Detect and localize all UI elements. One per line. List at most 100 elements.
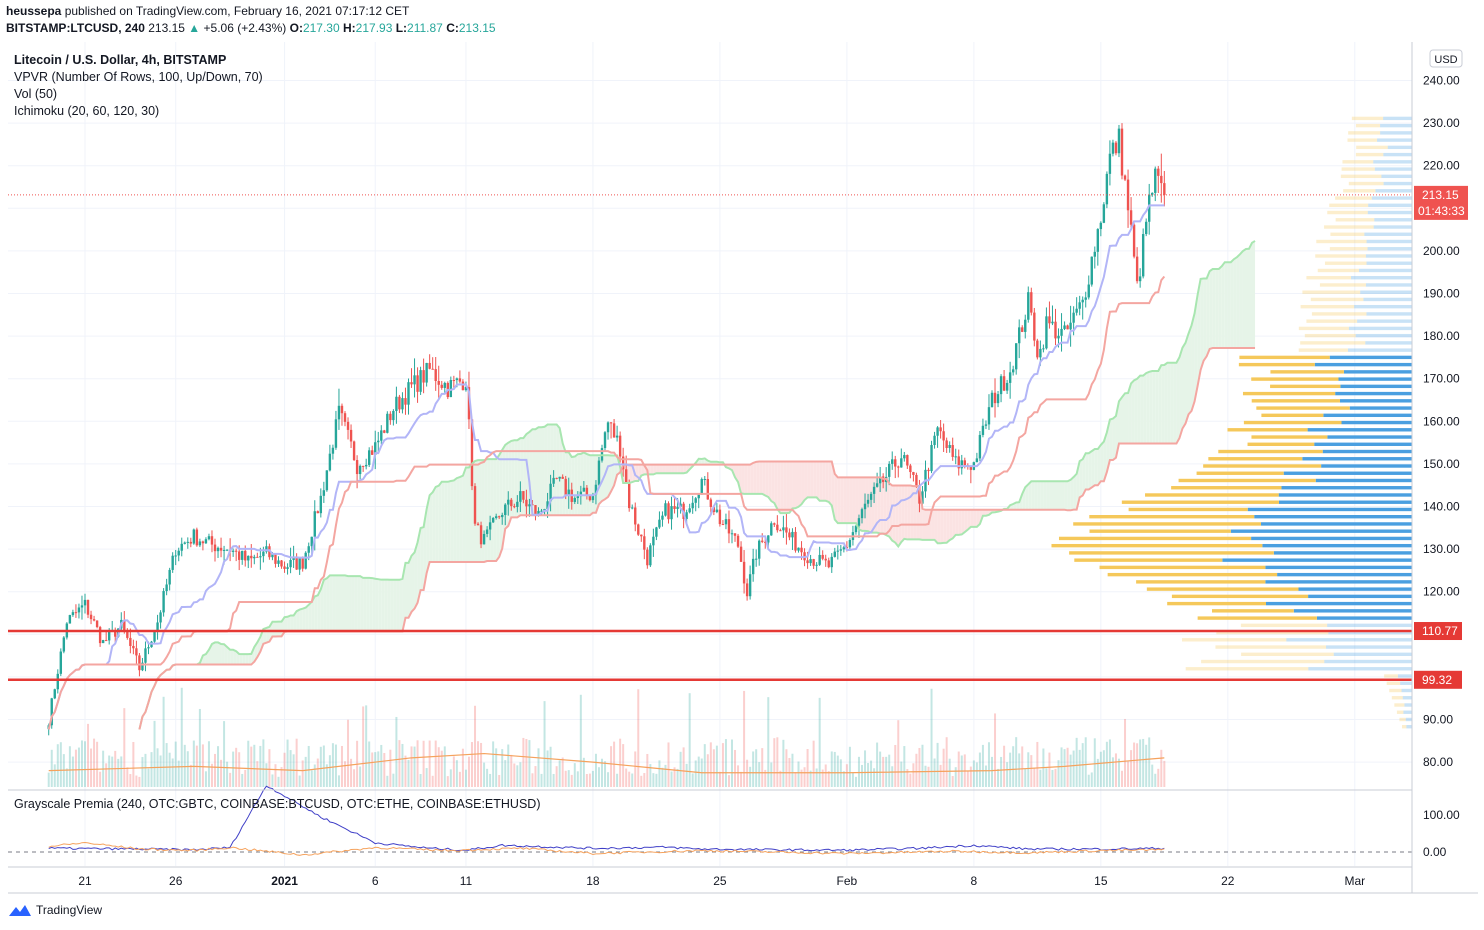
volume-bar [337, 775, 340, 787]
candle-body [939, 427, 942, 432]
volume-bar [661, 767, 664, 787]
ichimoku-cloud-segment [846, 477, 850, 524]
candle-body [77, 607, 81, 613]
ichimoku-cloud-segment [1252, 240, 1256, 349]
vpvr-up-bar [1265, 565, 1412, 570]
premia-legend[interactable]: Grayscale Premia (240, OTC:GBTC, COINBAS… [14, 797, 541, 811]
volume-bar [301, 760, 304, 787]
ichimoku-cloud-segment [961, 509, 965, 535]
candle-body [1135, 256, 1139, 282]
volume-bar [655, 773, 658, 787]
ichimoku-cloud-segment [795, 461, 799, 509]
vpvr-up-bar [1360, 290, 1412, 294]
vpvr-up-bar [1230, 529, 1412, 533]
time-tick-label: 8 [971, 874, 978, 888]
ichimoku-cloud-segment [559, 428, 563, 516]
ichimoku-cloud-segment [1122, 393, 1126, 444]
volume-bar [951, 776, 954, 787]
volume-bar [948, 758, 951, 787]
ichimoku-cloud-segment [541, 426, 545, 516]
volume-bar [1027, 752, 1030, 787]
volume-bar [779, 770, 782, 787]
volume-bar [649, 764, 652, 787]
volume-bar [758, 762, 761, 787]
chart-title[interactable]: Litecoin / U.S. Dollar, 4h, BITSTAMP [14, 53, 227, 67]
ichimoku-cloud-segment [768, 461, 772, 502]
ichimoku-cloud-segment [635, 464, 639, 481]
ichimoku-cloud-segment [399, 578, 403, 632]
ichimoku-cloud-segment [574, 454, 578, 516]
candle-body [265, 546, 268, 552]
price-tick-label: 240.00 [1423, 74, 1460, 88]
candle-body [673, 506, 676, 509]
change-up-icon: ▲ [188, 21, 201, 35]
vpvr-up-bar [1403, 710, 1412, 714]
vpvr-up-bar [1327, 623, 1412, 628]
vpvr-down-bar [1069, 551, 1274, 555]
candle-body [322, 490, 326, 496]
vpvr-up-bar [1251, 536, 1412, 541]
candle-body [298, 557, 301, 570]
ichimoku-cloud-segment [1188, 325, 1192, 415]
candle-body [1063, 325, 1066, 329]
ichimoku-cloud-segment [317, 589, 321, 632]
vpvr-up-bar [1347, 348, 1412, 352]
candle-body [244, 550, 247, 561]
ichimoku-cloud-segment [1034, 481, 1038, 510]
close-value: 213.15 [458, 21, 496, 35]
vpvr-up-bar [1363, 297, 1412, 302]
volume-bar [504, 760, 507, 787]
ichimoku-cloud-segment [683, 464, 687, 474]
volume-bar [150, 752, 153, 787]
vpvr-up-bar [1278, 500, 1412, 504]
ichimoku-cloud-segment [952, 509, 956, 539]
candle-body [872, 486, 876, 494]
ichimoku-cloud-segment [964, 509, 968, 533]
vpvr-up-bar [1307, 428, 1412, 432]
volume-bar [1060, 747, 1063, 787]
candle-body [770, 523, 773, 536]
volume-bar [271, 774, 274, 787]
candle-body [631, 507, 634, 509]
candle-body [670, 506, 673, 520]
vpvr-down-bar [1218, 449, 1323, 454]
volume-bar [111, 756, 114, 787]
vpvr-up-bar [1355, 333, 1412, 338]
volume-bar [773, 738, 776, 787]
vpvr-legend[interactable]: VPVR (Number Of Rows, 100, Up/Down, 70) [14, 70, 263, 84]
candle-body [371, 450, 374, 455]
tradingview-logo[interactable]: TradingView [8, 903, 102, 917]
volume-bar [353, 769, 356, 787]
vpvr-down-bar [1302, 290, 1361, 294]
candle-body [195, 529, 199, 546]
vpvr-up-bar [1380, 123, 1412, 128]
volume-bar [192, 740, 195, 787]
candle-body [434, 369, 437, 381]
vpvr-down-bar [1242, 391, 1336, 396]
candle-body [186, 541, 189, 543]
volume-bar [975, 762, 978, 787]
volume-bar [564, 770, 567, 787]
ichimoku-legend[interactable]: Ichimoku (20, 60, 120, 30) [14, 104, 160, 118]
candle-body [62, 637, 66, 652]
vpvr-down-bar [1241, 652, 1334, 656]
vpvr-down-bar [1171, 486, 1282, 490]
candle-body [101, 640, 105, 644]
candle-body [361, 465, 365, 467]
vpvr-up-bar [1343, 370, 1412, 374]
ichimoku-cloud-segment [940, 509, 944, 544]
candle-body [95, 620, 99, 628]
time-tick-label: 22 [1221, 874, 1235, 888]
vpvr-down-bar [1310, 297, 1364, 302]
ichimoku-cloud-segment [840, 477, 844, 524]
volume-legend[interactable]: Vol (50) [14, 87, 58, 101]
ichimoku-cloud-segment [750, 462, 754, 494]
candle-body [114, 630, 117, 637]
candle-body [225, 549, 229, 551]
ichimoku-kijun-line [47, 275, 1166, 730]
candle-body [210, 536, 214, 545]
vpvr-up-bar [1366, 261, 1412, 265]
candle-body [479, 525, 483, 545]
ichimoku-cloud-segment [946, 509, 950, 543]
